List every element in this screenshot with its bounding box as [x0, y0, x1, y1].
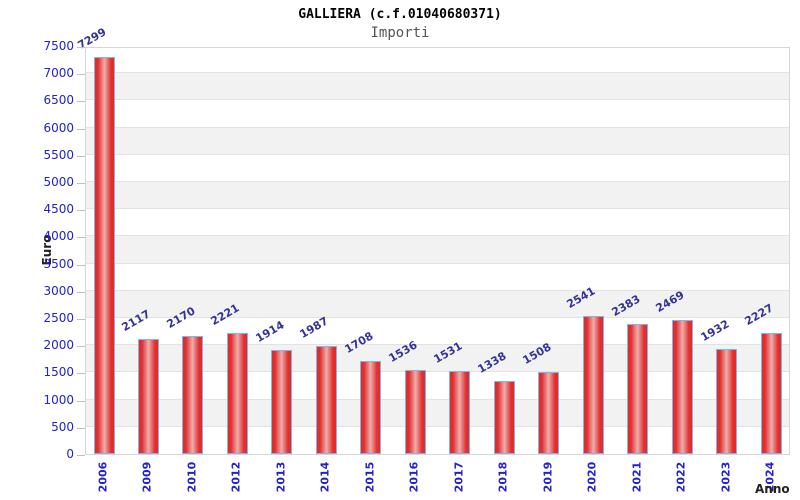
gridline [86, 262, 789, 264]
bar-value-label: 1932 [698, 317, 732, 344]
bar [271, 349, 293, 454]
y-tick-mark [77, 427, 85, 429]
bar-value-label: 1987 [297, 314, 331, 341]
gridline [86, 425, 789, 427]
plot-area: 7299 2117 2170 2221 1914 1987 1708 1536 1531 1338… [76, 25, 790, 455]
y-tick-mark [77, 47, 85, 48]
grid-band [86, 236, 789, 264]
gridline [86, 72, 789, 74]
y-tick-label: 2500 [43, 311, 74, 325]
y-tick-label: 6000 [43, 120, 74, 135]
chart-subtitle: Importi [370, 25, 430, 41]
gridline [86, 181, 789, 182]
y-tick-mark [77, 319, 85, 320]
bar [716, 348, 738, 454]
y-tick-label: 5000 [43, 175, 74, 189]
x-tick-label: 2013 [274, 461, 288, 493]
gridline [86, 153, 789, 155]
gridline [86, 99, 789, 101]
grid-band [86, 127, 789, 155]
x-tick-label: 2018 [496, 461, 510, 493]
y-tick-mark [77, 373, 85, 375]
y-tick-label: 0 [66, 447, 74, 461]
bar [93, 56, 115, 454]
x-tick-label: 2023 [719, 461, 733, 493]
bar-value-label: 1914 [253, 318, 287, 345]
bar [182, 335, 204, 454]
x-tick-label: 2020 [585, 461, 599, 493]
gridline [86, 126, 789, 128]
gridline [86, 208, 789, 210]
x-tick-label: 2021 [630, 461, 644, 493]
y-tick-label: 4000 [43, 229, 74, 244]
y-tick-mark [77, 74, 85, 76]
grid-band [86, 182, 789, 210]
chart-title: GALLIERA (c.f.01040680371) [298, 7, 502, 22]
x-tick-label: 2012 [229, 461, 243, 493]
x-tick-label: 2016 [407, 461, 421, 493]
y-tick-label: 1000 [43, 392, 74, 407]
y-tick-label: 7500 [43, 39, 74, 53]
y-tick-label: 3500 [43, 256, 74, 271]
grid-band [86, 290, 789, 318]
x-tick-label: 2015 [363, 461, 377, 493]
y-tick-label: 3000 [43, 283, 74, 298]
y-tick-mark [77, 264, 85, 266]
gridline [86, 235, 789, 237]
y-tick-mark [77, 210, 85, 212]
bar [449, 370, 471, 454]
y-tick-label: 4500 [43, 202, 74, 217]
gridline [86, 371, 789, 373]
x-tick-label: 2009 [140, 461, 154, 493]
x-tick-label: 2014 [318, 461, 332, 493]
y-tick-mark [77, 155, 85, 157]
y-tick-mark [77, 400, 85, 402]
bar [582, 315, 604, 454]
gridline [86, 398, 789, 400]
bar [404, 370, 426, 454]
x-tick-label: 2006 [96, 461, 110, 493]
x-tick-label: 2010 [185, 461, 199, 493]
y-tick-mark [77, 346, 85, 348]
gridline [86, 289, 789, 291]
y-tick-label: 7000 [43, 66, 74, 81]
y-tick-label: 500 [51, 419, 74, 434]
x-tick-label: 2017 [452, 461, 466, 493]
gridline [86, 344, 789, 346]
y-tick-mark [77, 455, 85, 456]
bar [627, 324, 649, 454]
y-tick-label: 1500 [43, 365, 74, 380]
x-tick-label: 2019 [541, 461, 555, 493]
y-tick-label: 2000 [43, 338, 74, 353]
y-tick-label: 6500 [43, 93, 74, 108]
bar [315, 345, 337, 454]
bar [493, 381, 515, 454]
gridline [86, 317, 789, 318]
x-tick-label: 2022 [674, 461, 688, 493]
bar [671, 319, 693, 454]
x-axis-title: Anno [755, 482, 790, 496]
bar [137, 338, 159, 454]
y-tick-mark [77, 128, 85, 130]
y-tick-mark [77, 237, 85, 239]
y-tick-label: 5500 [43, 147, 74, 162]
y-tick-mark [77, 183, 85, 184]
bar [760, 332, 782, 454]
bar [538, 371, 560, 454]
y-tick-mark [77, 101, 85, 103]
bar [226, 333, 248, 454]
y-tick-mark [77, 291, 85, 293]
bar [360, 361, 382, 454]
grid-band [86, 73, 789, 101]
